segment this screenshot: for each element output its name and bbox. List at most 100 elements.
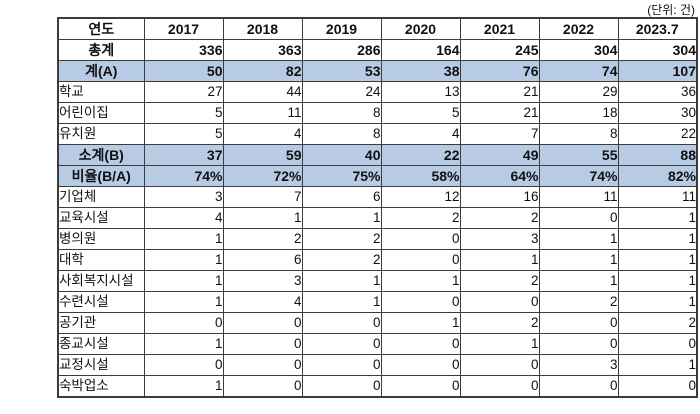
table-cell: 2 (301, 249, 382, 271)
table-cell: 76 (459, 60, 540, 82)
table-cell: 2 (459, 312, 540, 334)
table-row: 계(A) 50 82 53 38 76 74 107 (57, 60, 698, 82)
table-cell: 2 (380, 207, 461, 229)
table-cell: 304 (617, 39, 698, 61)
row-label: 비율(B/A) (57, 165, 145, 187)
table-cell: 8 (538, 123, 619, 145)
table-cell: 74 (538, 60, 619, 82)
table-cell: 11 (538, 186, 619, 208)
table-row: 교육시설 4 1 1 2 2 0 1 (57, 207, 698, 229)
row-label: 숙박업소 (57, 375, 145, 398)
table-row: 공기관 0 0 0 1 2 0 2 (57, 312, 698, 334)
table-cell: 0 (143, 312, 224, 334)
table-row: 학교 27 44 24 13 21 29 36 (57, 81, 698, 103)
table-cell: 82% (617, 165, 698, 187)
column-header-2020: 2020 (380, 17, 461, 40)
table-cell: 1 (538, 270, 619, 292)
table-cell: 0 (222, 333, 303, 355)
table-cell: 0 (459, 354, 540, 376)
table-cell: 72% (222, 165, 303, 187)
table-cell: 82 (222, 60, 303, 82)
table-cell: 2 (617, 312, 698, 334)
table-cell: 107 (617, 60, 698, 82)
table-cell: 2 (538, 291, 619, 313)
table-cell: 1 (380, 312, 461, 334)
table-cell: 55 (538, 144, 619, 166)
table-cell: 4 (222, 123, 303, 145)
row-label: 교정시설 (57, 354, 145, 376)
table-cell: 0 (459, 375, 540, 398)
table-cell: 0 (301, 375, 382, 398)
row-label: 종교시설 (57, 333, 145, 355)
table-cell: 38 (380, 60, 461, 82)
column-header-2019: 2019 (301, 17, 382, 40)
table-cell: 53 (301, 60, 382, 82)
table-cell: 1 (538, 228, 619, 250)
table-cell: 0 (617, 333, 698, 355)
table-cell: 363 (222, 39, 303, 61)
table-cell: 0 (538, 312, 619, 334)
table-cell: 36 (617, 81, 698, 103)
column-header-2017: 2017 (143, 17, 224, 40)
row-label: 소계(B) (57, 144, 145, 166)
table-cell: 0 (222, 375, 303, 398)
row-label: 계(A) (57, 60, 145, 82)
row-label: 대학 (57, 249, 145, 271)
header-row: 연도 2017 2018 2019 2020 2021 2022 2023.7 (57, 17, 698, 40)
table-cell: 50 (143, 60, 224, 82)
table-row: 사회복지시설 1 3 1 1 2 1 1 (57, 270, 698, 292)
table-cell: 1 (301, 291, 382, 313)
column-header-2018: 2018 (222, 17, 303, 40)
table-cell: 1 (143, 228, 224, 250)
row-label: 어린이집 (57, 102, 145, 124)
table-cell: 3 (538, 354, 619, 376)
table-cell: 0 (222, 312, 303, 334)
table-cell: 30 (617, 102, 698, 124)
row-label: 총계 (57, 39, 145, 61)
table-cell: 1 (617, 228, 698, 250)
table-row: 소계(B) 37 59 40 22 49 55 88 (57, 144, 698, 166)
table-row: 총계 336 363 286 164 245 304 304 (57, 39, 698, 61)
table-cell: 64% (459, 165, 540, 187)
table-cell: 3 (143, 186, 224, 208)
table-row: 병의원 1 2 2 0 3 1 1 (57, 228, 698, 250)
table-cell: 0 (380, 333, 461, 355)
table-cell: 1 (538, 249, 619, 271)
table-cell: 1 (143, 333, 224, 355)
table-body: 총계 336 363 286 164 245 304 304 계(A) 50 82 53 38 76 74 1… (57, 39, 698, 398)
table-cell: 0 (538, 207, 619, 229)
table-row: 수련시설 1 4 1 0 0 2 1 (57, 291, 698, 313)
table-row: 유치원 5 4 8 4 7 8 22 (57, 123, 698, 145)
table-cell: 74% (143, 165, 224, 187)
table-cell: 1 (617, 291, 698, 313)
table-cell: 18 (538, 102, 619, 124)
column-header-2023-7: 2023.7 (617, 17, 698, 40)
table-cell: 5 (380, 102, 461, 124)
table-row: 대학 1 6 2 0 1 1 1 (57, 249, 698, 271)
table-cell: 1 (380, 270, 461, 292)
row-label: 유치원 (57, 123, 145, 145)
table-cell: 0 (538, 333, 619, 355)
table-cell: 1 (459, 249, 540, 271)
table-cell: 0 (380, 375, 461, 398)
table-cell: 336 (143, 39, 224, 61)
table-cell: 245 (459, 39, 540, 61)
table-cell: 22 (617, 123, 698, 145)
table-cell: 37 (143, 144, 224, 166)
table-cell: 8 (301, 102, 382, 124)
table-cell: 5 (143, 102, 224, 124)
table-cell: 0 (380, 291, 461, 313)
table-cell: 40 (301, 144, 382, 166)
table-row: 숙박업소 1 0 0 0 0 0 0 (57, 375, 698, 398)
table-row: 교정시설 0 0 0 0 0 3 1 (57, 354, 698, 376)
table-cell: 88 (617, 144, 698, 166)
table-cell: 286 (301, 39, 382, 61)
table-cell: 21 (459, 102, 540, 124)
table-cell: 49 (459, 144, 540, 166)
column-header-2022: 2022 (538, 17, 619, 40)
row-label: 수련시설 (57, 291, 145, 313)
table-cell: 1 (143, 375, 224, 398)
table-cell: 1 (301, 270, 382, 292)
table-cell: 0 (459, 291, 540, 313)
